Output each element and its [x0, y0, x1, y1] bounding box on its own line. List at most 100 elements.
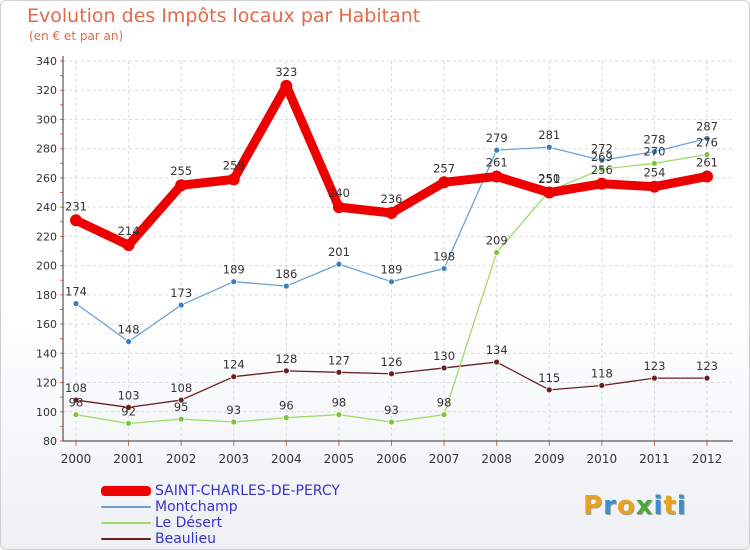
data-label: 189	[381, 263, 403, 277]
data-label: 123	[643, 359, 665, 373]
legend-swatch	[101, 506, 151, 508]
x-tick-label: 2002	[166, 452, 197, 466]
data-point	[648, 180, 661, 193]
data-point	[440, 411, 448, 419]
data-label: 128	[275, 352, 297, 366]
y-tick-label: 260	[36, 172, 57, 185]
legend-swatch	[101, 522, 151, 524]
y-tick-label: 280	[36, 143, 57, 156]
data-label: 92	[121, 404, 136, 418]
data-label: 270	[643, 144, 665, 158]
data-point	[230, 418, 238, 426]
data-label: 189	[223, 263, 245, 277]
data-point	[335, 368, 343, 376]
x-tick-label: 2009	[534, 452, 565, 466]
data-label: 123	[696, 359, 718, 373]
data-label: 250	[538, 172, 560, 186]
data-point	[598, 165, 606, 173]
data-point	[72, 300, 80, 308]
x-tick-label: 2006	[376, 452, 407, 466]
data-point	[703, 151, 711, 158]
data-point	[440, 265, 448, 272]
data-point	[595, 177, 608, 190]
data-label: 240	[328, 186, 350, 200]
data-label: 134	[486, 343, 508, 357]
data-label: 261	[486, 155, 508, 169]
y-tick-label: 120	[36, 377, 57, 390]
data-label: 127	[328, 353, 350, 367]
data-label: 174	[65, 285, 87, 299]
data-point	[703, 135, 711, 142]
data-point	[493, 249, 501, 256]
data-label: 281	[538, 128, 560, 142]
data-point	[230, 373, 238, 381]
data-label: 118	[591, 366, 613, 380]
data-point	[388, 278, 395, 286]
chart-subtitle: (en € et par an)	[29, 29, 124, 43]
data-point	[493, 358, 501, 366]
x-tick-label: 2012	[692, 452, 723, 466]
x-tick-label: 2001	[113, 452, 144, 466]
data-point	[651, 159, 658, 167]
data-point	[335, 411, 343, 419]
logo-letter: i	[676, 491, 687, 521]
legend-label: Montchamp	[155, 499, 238, 515]
data-point	[493, 146, 501, 154]
data-label: 214	[118, 224, 140, 238]
data-label: 259	[223, 158, 245, 172]
data-point	[545, 386, 553, 394]
y-tick-label: 140	[36, 347, 57, 360]
data-label: 255	[170, 164, 192, 178]
data-point	[72, 411, 80, 419]
legend-label: Le Désert	[155, 515, 223, 531]
data-label: 96	[279, 399, 294, 413]
y-tick-label: 340	[36, 55, 57, 68]
logo-letter: P	[583, 491, 604, 521]
data-point	[388, 418, 395, 426]
data-point	[651, 374, 658, 382]
data-point	[440, 364, 448, 372]
data-label: 198	[433, 250, 455, 264]
data-label: 98	[437, 396, 452, 410]
data-point	[177, 415, 185, 423]
data-label: 108	[65, 381, 87, 395]
data-label: 254	[643, 166, 665, 180]
data-point	[282, 282, 290, 290]
y-tick-label: 100	[36, 406, 57, 419]
data-label: 115	[538, 371, 560, 385]
y-tick-label: 200	[36, 260, 57, 273]
x-tick-label: 2008	[481, 452, 512, 466]
data-label: 287	[696, 119, 718, 133]
data-label: 103	[118, 388, 140, 402]
data-label: 231	[65, 199, 87, 213]
data-point	[72, 396, 80, 404]
data-point	[70, 214, 82, 227]
x-tick-label: 2011	[639, 452, 670, 466]
data-point	[122, 239, 135, 252]
data-label: 323	[275, 65, 297, 79]
legend-swatch	[101, 486, 151, 496]
logo-letter: i	[653, 491, 664, 521]
data-label: 93	[226, 403, 241, 417]
data-point	[438, 176, 451, 189]
data-label: 261	[696, 155, 718, 169]
data-label: 276	[696, 136, 718, 150]
data-label: 257	[433, 161, 455, 175]
data-label: 186	[275, 267, 297, 281]
data-point	[282, 367, 290, 375]
data-point	[227, 173, 240, 186]
data-label: 251	[538, 172, 560, 186]
data-label: 108	[170, 381, 192, 395]
y-tick-label: 240	[36, 201, 57, 214]
data-point	[125, 403, 132, 411]
data-point	[332, 201, 345, 214]
data-point	[388, 370, 395, 378]
data-label: 269	[591, 150, 613, 164]
data-point	[125, 420, 132, 427]
x-tick-label: 2010	[587, 452, 618, 466]
data-point	[175, 179, 188, 192]
y-tick-label: 220	[36, 230, 57, 243]
data-point	[701, 170, 713, 183]
data-label: 98	[332, 396, 347, 410]
